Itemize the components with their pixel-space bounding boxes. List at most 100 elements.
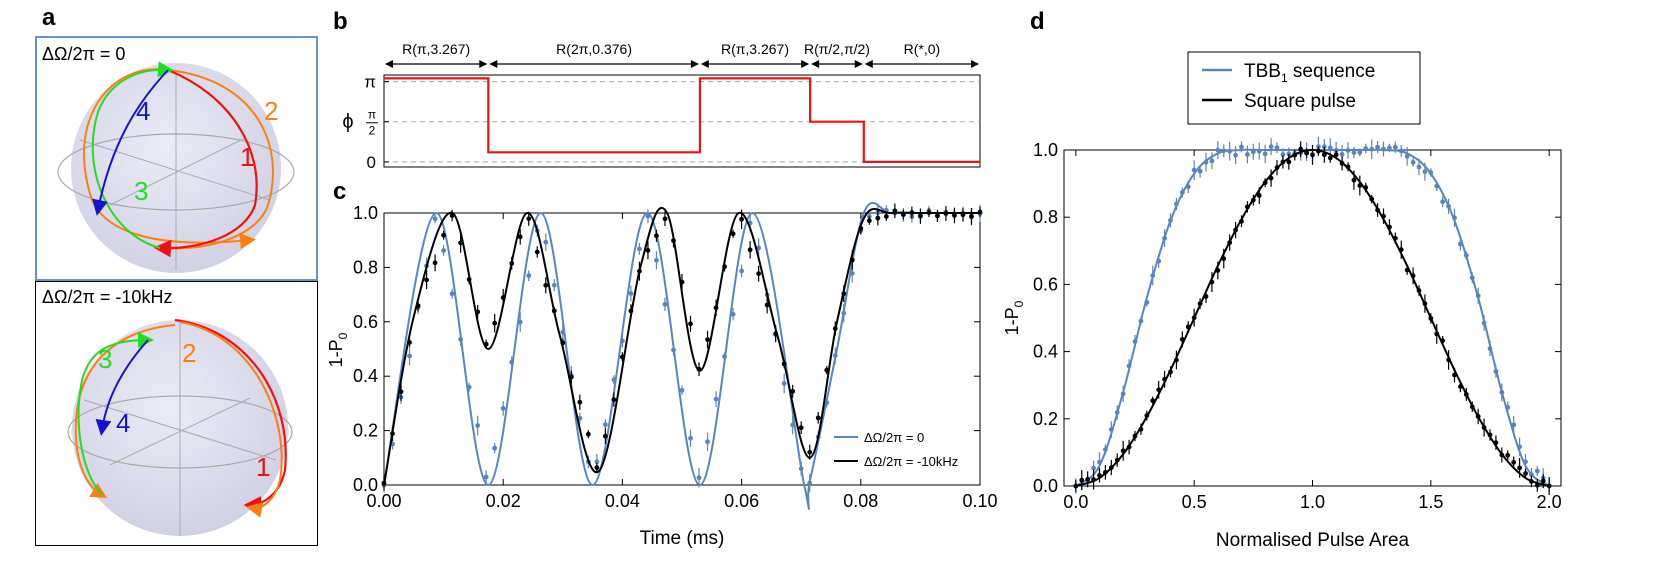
d-blue-data-point xyxy=(1268,144,1274,150)
d-blue-data-point xyxy=(1274,145,1280,151)
b-y-axis-label: ϕ xyxy=(342,111,353,133)
c-black-data-point xyxy=(534,249,540,255)
c-x-tick-label: 0.06 xyxy=(724,491,759,511)
b-segment-arrowhead-right xyxy=(479,60,488,68)
d-x-tick-label: 1.0 xyxy=(1300,492,1325,512)
panel-letter-d: d xyxy=(1030,8,1045,35)
b-segment-label: R(π,3.267) xyxy=(402,41,470,57)
c-blue-data-point xyxy=(730,311,736,317)
d-legend-label: TBB1 sequence xyxy=(1244,61,1375,85)
c-blue-data-point xyxy=(500,405,506,411)
c-y-tick-label: 0.6 xyxy=(353,312,378,332)
d-blue-data-point xyxy=(1387,145,1392,151)
c-black-data-point xyxy=(918,213,923,219)
d-blue-data-point xyxy=(1534,468,1540,474)
d-black-data-point xyxy=(1085,476,1091,482)
d-blue-data-point xyxy=(1316,144,1321,150)
c-legend-label: ΔΩ/2π = -10kHz xyxy=(864,454,958,469)
c-black-data-point xyxy=(790,388,796,394)
b-phase-line xyxy=(384,77,980,163)
c-y-axis-label: 1-P0 xyxy=(326,332,350,367)
b-segment-label: R(π,3.267) xyxy=(721,41,789,57)
d-black-data-point xyxy=(1511,459,1517,465)
c-black-data-point xyxy=(705,337,710,343)
c-blue-data-point xyxy=(483,474,489,480)
b-segment-arrowhead-right xyxy=(690,60,699,68)
d-black-data-point xyxy=(1327,155,1333,161)
c-y-tick-label: 0.2 xyxy=(353,421,378,441)
b-y-tick-label-den: 2 xyxy=(369,124,376,138)
bloch-top-number-2: 2 xyxy=(264,96,279,126)
c-blue-data-point xyxy=(441,248,446,253)
d-blue-data-point xyxy=(1286,151,1292,157)
c-blue-data-point xyxy=(449,291,455,297)
d-black-data-point xyxy=(1286,159,1292,165)
d-blue-data-point xyxy=(1392,144,1398,150)
c-x-tick-label: 0.04 xyxy=(605,491,640,511)
c-blue-data-point xyxy=(602,422,608,428)
d-x-axis-label: Normalised Pulse Area xyxy=(1216,530,1410,551)
c-blue-data-point xyxy=(662,301,668,307)
d-x-tick-label: 0.5 xyxy=(1182,492,1207,512)
d-black-data-point xyxy=(1523,471,1528,476)
panel-letter-b: b xyxy=(333,8,348,35)
d-blue-data-point xyxy=(1440,199,1446,205)
bloch-top-number-1: 1 xyxy=(240,142,255,172)
d-blue-data-point xyxy=(1239,144,1244,150)
c-black-data-point xyxy=(798,425,804,431)
d-blue-data-point xyxy=(1215,147,1221,153)
c-black-data-point xyxy=(866,218,872,224)
c-y-tick-label: 1.0 xyxy=(353,203,378,223)
d-x-tick-label: 0.0 xyxy=(1063,492,1088,512)
c-series-line-black xyxy=(383,206,980,486)
c-black-data-point xyxy=(756,271,762,277)
b-segment-arrowhead-right xyxy=(801,60,810,68)
c-black-data-point xyxy=(585,431,591,437)
d-blue-data-point xyxy=(1375,144,1380,150)
d-blue-data-point xyxy=(1351,150,1357,155)
bloch-bottom-number-4: 4 xyxy=(116,408,131,438)
b-y-tick-label: 0 xyxy=(367,153,376,172)
c-blue-data-point xyxy=(696,475,702,481)
c-black-data-point xyxy=(739,216,744,222)
d-blue-data-point xyxy=(1280,152,1286,157)
d-y-tick-label: 0.4 xyxy=(1033,342,1058,362)
panel-letter-a: a xyxy=(42,4,56,31)
d-blue-data-point xyxy=(1410,159,1416,165)
c-blue-data-point xyxy=(866,214,872,219)
c-black-data-point xyxy=(747,247,753,253)
c-x-tick-label: 0.02 xyxy=(486,491,521,511)
c-black-data-point xyxy=(764,302,770,308)
c-x-tick-label: 0.00 xyxy=(366,491,401,511)
c-black-data-point xyxy=(815,415,821,421)
c-black-data-point xyxy=(730,231,736,237)
c-blue-data-point xyxy=(637,246,642,252)
d-black-data-point xyxy=(1540,478,1546,484)
d-black-data-point xyxy=(1304,150,1309,156)
d-black-data-point xyxy=(1517,465,1522,471)
c-black-data-point xyxy=(883,214,889,219)
b-segment-arrowhead-left xyxy=(811,60,820,68)
c-black-data-point xyxy=(935,213,940,219)
c-black-data-point xyxy=(645,248,651,253)
c-blue-data-point xyxy=(739,268,744,274)
b-plot-frame xyxy=(383,74,981,168)
b-segment-arrowhead-left xyxy=(864,60,873,68)
d-x-tick-label: 2.0 xyxy=(1537,492,1562,512)
b-y-tick-label-num: π xyxy=(368,108,376,122)
c-black-data-point xyxy=(492,320,498,326)
d-y-tick-label: 0.6 xyxy=(1033,274,1058,294)
c-blue-data-point xyxy=(594,459,600,465)
d-black-data-point xyxy=(1079,477,1085,483)
d-blue-data-point xyxy=(1339,151,1345,157)
c-blue-data-point xyxy=(679,387,685,393)
d-y-tick-label: 0.0 xyxy=(1033,476,1058,496)
d-black-data-point xyxy=(1333,152,1339,158)
d-blue-data-point xyxy=(1422,169,1428,175)
c-black-data-point xyxy=(654,233,659,239)
d-black-data-point xyxy=(1256,193,1262,198)
d-y-tick-label: 0.8 xyxy=(1033,207,1058,227)
c-blue-data-point xyxy=(654,257,659,263)
